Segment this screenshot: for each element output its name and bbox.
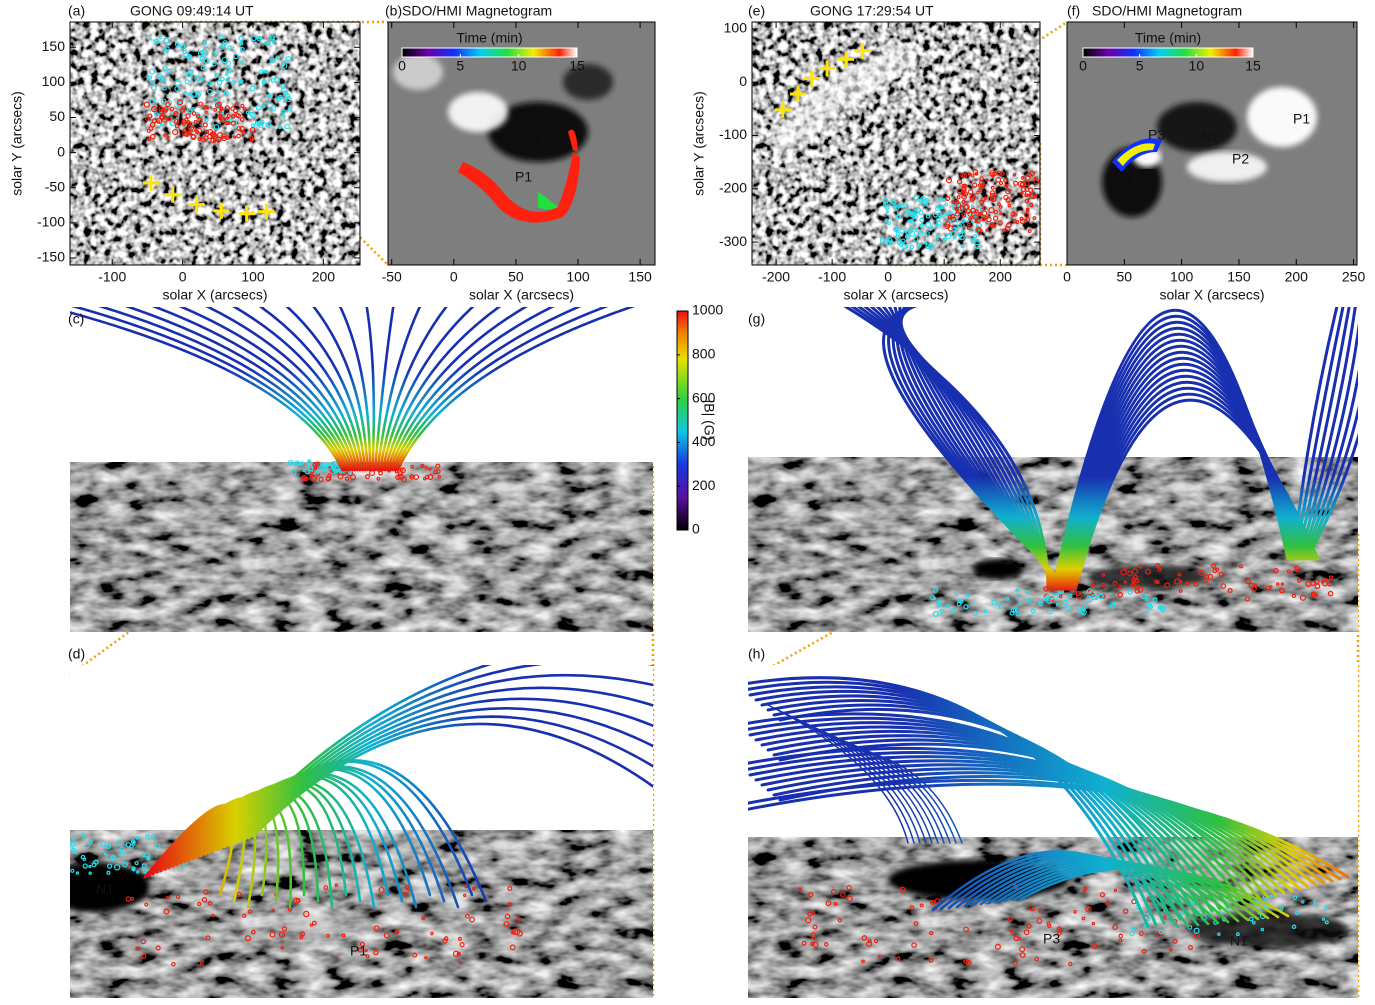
panel-image <box>30 302 653 632</box>
colorbar-tick-label: 10 <box>1189 58 1205 74</box>
blob <box>1157 102 1237 152</box>
x-tick-label: 50 <box>1117 269 1133 285</box>
panel-image <box>738 665 1358 998</box>
x-axis-label: solar X (arcsecs) <box>843 287 948 303</box>
blob <box>973 559 1023 579</box>
blob <box>290 913 350 937</box>
x-axis-label: solar X (arcsecs) <box>1159 287 1264 303</box>
panel-title: GONG 09:49:14 UT <box>130 3 254 19</box>
colorbar-tick-label: 15 <box>569 58 585 74</box>
panel-label: (d) <box>68 646 85 662</box>
x-tick-label: -50 <box>382 269 402 285</box>
y-tick-label: -100 <box>719 126 747 142</box>
x-axis-label: solar X (arcsecs) <box>469 287 574 303</box>
blob <box>1187 152 1267 182</box>
y-tick-label: -50 <box>45 178 65 194</box>
y-tick-label: 50 <box>49 108 65 124</box>
panel-label: (e) <box>748 3 765 19</box>
panel-label: (b) <box>385 3 402 19</box>
x-axis-label: solar X (arcsecs) <box>162 287 267 303</box>
annotation: P1 <box>1293 111 1310 127</box>
annotation: P3 <box>1148 127 1165 143</box>
y-tick-label: -300 <box>719 233 747 249</box>
x-tick-label: 0 <box>179 269 187 285</box>
x-tick-label: 200 <box>1285 269 1309 285</box>
x-tick-label: 100 <box>933 269 957 285</box>
x-tick-label: 200 <box>989 269 1013 285</box>
x-tick-label: 0 <box>1063 269 1071 285</box>
y-tick-label: -100 <box>37 214 65 230</box>
x-tick-label: 100 <box>1170 269 1194 285</box>
y-tick-label: 150 <box>42 38 66 54</box>
x-tick-label: -200 <box>762 269 790 285</box>
x-tick-label: -100 <box>818 269 846 285</box>
x-tick-label: 100 <box>566 269 590 285</box>
annotation: N1 <box>1230 933 1248 949</box>
annotation: N1 <box>96 881 114 897</box>
y-tick-label: -150 <box>37 249 65 265</box>
colorbar-label: Time (min) <box>1135 30 1201 46</box>
annotation: P1 <box>515 169 532 185</box>
panel-title: SDO/HMI Magnetogram <box>1092 3 1242 19</box>
x-tick-label: 150 <box>1227 269 1251 285</box>
x-tick-label: 0 <box>884 269 892 285</box>
x-tick-label: 50 <box>508 269 524 285</box>
blob <box>448 92 508 132</box>
blob <box>40 862 150 912</box>
colorbar-tick-label: 800 <box>692 346 716 362</box>
panel-label: (g) <box>748 311 765 327</box>
blob <box>1088 565 1208 589</box>
colorbar-tick-label: 0 <box>1079 58 1087 74</box>
colorbar-tick-label: 1000 <box>692 302 723 318</box>
panel-image <box>70 22 360 265</box>
annotation: P1 <box>350 943 367 959</box>
annotation: N1 <box>1133 173 1151 189</box>
annotation: P3 <box>1043 931 1060 947</box>
colorbar-tick-label: 15 <box>1245 58 1261 74</box>
y-axis-label: solar Y (arcsecs) <box>9 91 25 196</box>
colorbar <box>402 48 577 57</box>
surface <box>70 462 653 632</box>
x-tick-label: 150 <box>628 269 652 285</box>
x-tick-label: 100 <box>241 269 265 285</box>
colorbar-tick-label: 10 <box>511 58 527 74</box>
panel-label: (c) <box>68 311 84 327</box>
y-tick-label: 100 <box>42 73 66 89</box>
colorbar <box>1083 48 1253 57</box>
colorbar-tick-label: 0 <box>692 521 700 537</box>
y-tick-label: 0 <box>739 73 747 89</box>
x-tick-label: -100 <box>98 269 126 285</box>
panel-label: (h) <box>748 646 765 662</box>
annotation: N1 <box>541 134 559 150</box>
colorbar-tick-label: 5 <box>1136 58 1144 74</box>
panel-title: GONG 17:29:54 UT <box>810 3 934 19</box>
panel-image <box>752 22 1040 265</box>
x-tick-label: 200 <box>312 269 336 285</box>
y-tick-label: 0 <box>57 143 65 159</box>
colorbar-label: |B| (G) <box>701 400 717 441</box>
y-tick-label: -200 <box>719 179 747 195</box>
annotation: P2 <box>1232 151 1249 167</box>
y-tick-label: 100 <box>724 20 748 36</box>
gong-image <box>70 22 360 265</box>
figure: (a)GONG 09:49:14 UT-1000100200solar X (a… <box>0 0 1375 1000</box>
colorbar-tick-label: 5 <box>456 58 464 74</box>
panel-label: (a) <box>68 3 85 19</box>
y-axis-label: solar Y (arcsecs) <box>691 91 707 196</box>
colorbar <box>677 311 688 530</box>
x-tick-label: 250 <box>1342 269 1366 285</box>
x-tick-label: 0 <box>450 269 458 285</box>
panel-image <box>748 302 1375 632</box>
panel-title: SDO/HMI Magnetogram <box>402 3 552 19</box>
panel-label: (f) <box>1067 3 1080 19</box>
annotation: N2 <box>1201 129 1219 145</box>
colorbar-label: Time (min) <box>456 30 522 46</box>
colorbar-tick-label: 200 <box>692 477 716 493</box>
colorbar-tick-label: 0 <box>398 58 406 74</box>
